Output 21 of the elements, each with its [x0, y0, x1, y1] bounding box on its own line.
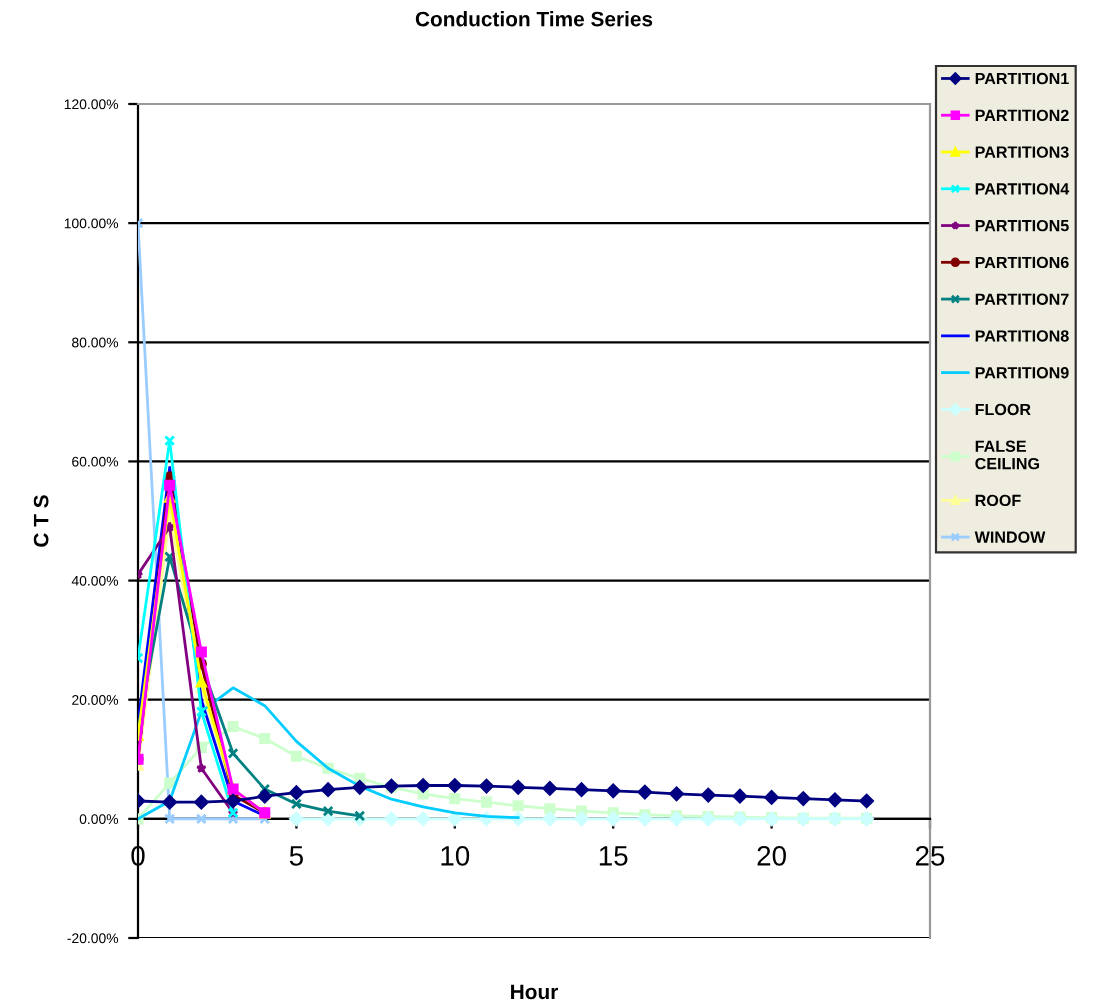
legend-label: PARTITION1: [975, 72, 1069, 85]
chart-title: Conduction Time Series: [415, 11, 653, 27]
legend-label: FLOOR: [975, 403, 1031, 416]
x-tick-label: 20: [757, 845, 786, 866]
legend-label: PARTITION5: [975, 219, 1069, 232]
x-tick-label: 15: [599, 846, 628, 866]
legend-label: ROOF: [975, 494, 1021, 507]
legend-label: PARTITION4: [975, 183, 1070, 195]
legend-label: PARTITION6: [975, 256, 1069, 269]
legend-label: PARTITION9: [975, 367, 1069, 379]
legend-label: PARTITION8: [975, 330, 1069, 342]
y-axis-title: C T S: [33, 495, 49, 547]
x-tick-label: 25: [915, 845, 945, 866]
x-axis-title: Hour: [511, 984, 558, 1000]
legend-label: PARTITION3: [975, 146, 1069, 158]
legend-label: PARTITION7: [975, 293, 1069, 305]
legend-label: FALSE CEILING: [975, 440, 1040, 470]
x-tick-label: 5: [289, 846, 303, 866]
x-tick-label: 10: [441, 845, 470, 866]
legend-label: PARTITION2: [975, 109, 1069, 122]
legend-label: WINDOW: [974, 531, 1046, 543]
